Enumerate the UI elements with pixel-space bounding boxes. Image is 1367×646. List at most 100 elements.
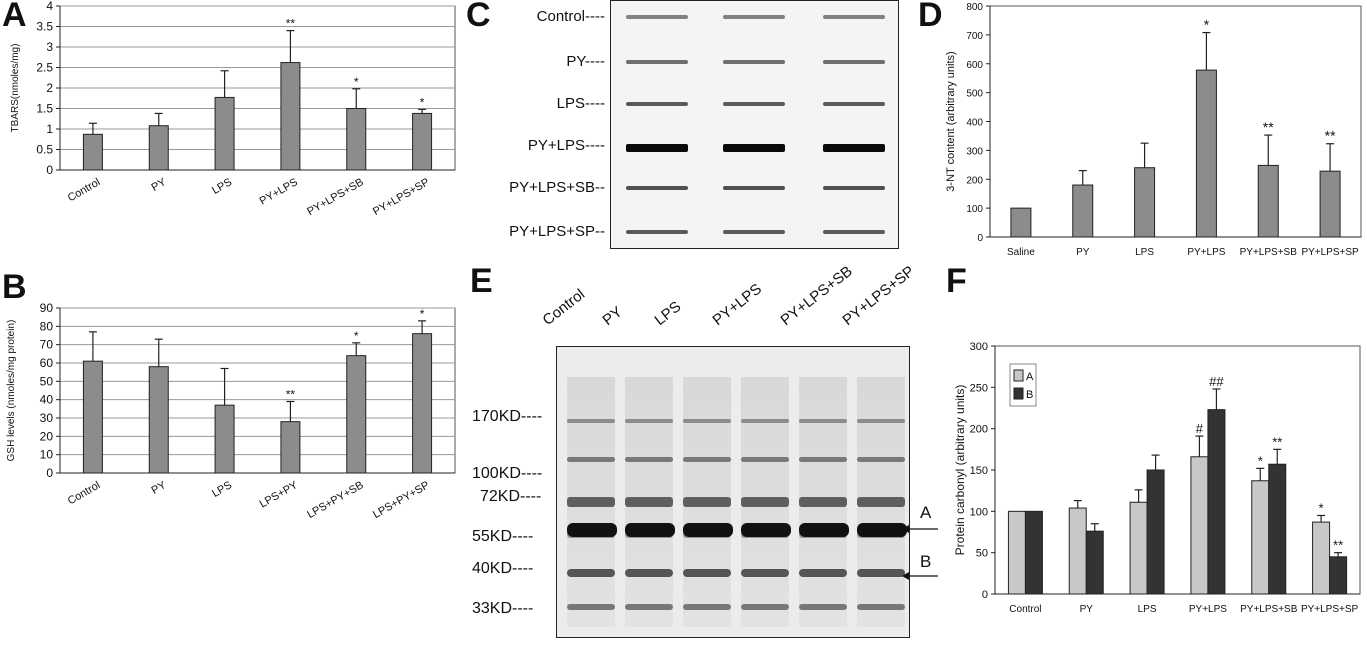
blot-e-lane-label: PY xyxy=(599,303,626,329)
x-tick-label: Saline xyxy=(1007,247,1035,258)
blot-e-band xyxy=(567,419,615,423)
legend-label: B xyxy=(1026,389,1033,401)
blot-e-membrane xyxy=(556,346,910,638)
blot-e: Control PY LPS PY+LPS PY+LPS+SB PY+LPS+SP 170… xyxy=(470,263,940,646)
blot-c-band xyxy=(823,102,885,106)
panel-letter-a: A xyxy=(2,0,27,34)
bar xyxy=(1068,507,1087,595)
blot-e-band xyxy=(857,419,905,423)
x-tick-label: LPS xyxy=(1135,247,1154,258)
y-tick-label: 0 xyxy=(977,233,983,244)
blot-c-row-label: Control---- xyxy=(536,8,605,25)
significance-label: # xyxy=(1196,421,1204,436)
blot-e-band xyxy=(683,419,731,423)
y-tick-label: 0 xyxy=(46,466,53,480)
bar xyxy=(82,133,103,171)
x-tick-label: PY+LPS xyxy=(1189,604,1227,615)
blot-c-row-label: PY+LPS+SB-- xyxy=(509,179,605,196)
blot-e-band-a xyxy=(683,523,733,537)
x-tick-label: PY+LPS xyxy=(258,176,300,207)
bar xyxy=(148,125,169,171)
blot-c-band xyxy=(723,60,785,64)
blot-c-band xyxy=(626,102,688,106)
significance-label: ## xyxy=(1209,374,1224,389)
bar xyxy=(1207,409,1226,595)
panel-letter-e: E xyxy=(470,262,493,300)
y-axis-label: TBARS(nmoles/mg) xyxy=(10,44,21,133)
x-tick-label: PY xyxy=(150,176,169,194)
panel-letter-f: F xyxy=(946,262,967,300)
blot-c-band xyxy=(723,186,785,190)
bar xyxy=(1190,456,1209,595)
x-tick-label: PY+LPS+SB xyxy=(1240,247,1298,258)
blot-c-band xyxy=(823,15,885,19)
bar xyxy=(1257,164,1279,238)
legend-swatch xyxy=(1013,369,1024,382)
blot-e-band-b xyxy=(683,569,731,577)
y-axis-label: GSH levels (nmoles/mg protein) xyxy=(6,320,17,462)
y-tick-label: 30 xyxy=(40,411,54,425)
blot-e-lane-label: LPS xyxy=(651,298,685,329)
bar xyxy=(1024,510,1043,595)
blot-e-band xyxy=(683,497,731,507)
significance-label: ** xyxy=(1272,434,1282,449)
bar xyxy=(1072,184,1094,238)
blot-e-marker-label: 170KD---- xyxy=(472,408,543,425)
blot-e-band xyxy=(799,604,847,610)
blot-c-band xyxy=(626,60,688,64)
significance-label: * xyxy=(354,329,359,343)
bar xyxy=(214,404,235,474)
significance-label: * xyxy=(354,75,359,89)
x-tick-label: Control xyxy=(1009,604,1041,615)
legend-swatch xyxy=(1013,387,1024,400)
y-tick-label: 700 xyxy=(966,31,983,42)
blot-e-band xyxy=(741,419,789,423)
blot-e-band xyxy=(567,604,615,610)
y-tick-label: 0 xyxy=(46,163,53,177)
x-tick-label: PY+LPS+SP xyxy=(1301,247,1359,258)
blot-c-band xyxy=(626,186,688,190)
blot-c-row-label: LPS---- xyxy=(556,95,605,112)
blot-e-band-b xyxy=(741,569,789,577)
y-tick-label: 800 xyxy=(966,2,983,13)
blot-c-band xyxy=(723,15,785,19)
blot-c-row-label: PY+LPS+SP-- xyxy=(509,223,605,240)
y-tick-label: 10 xyxy=(40,448,54,462)
blot-e-band xyxy=(741,497,789,507)
significance-label: ** xyxy=(286,388,296,402)
y-tick-label: 50 xyxy=(976,548,988,560)
bar xyxy=(1312,521,1331,595)
blot-c-band xyxy=(823,186,885,190)
y-tick-label: 80 xyxy=(40,319,54,333)
blot-e-band-a xyxy=(741,523,791,537)
significance-label: ** xyxy=(1263,119,1274,135)
y-tick-label: 1 xyxy=(46,122,53,136)
bar xyxy=(148,366,169,474)
blot-e-band xyxy=(857,457,905,462)
blot-e-band xyxy=(567,457,615,462)
bar xyxy=(346,355,367,474)
blot-e-band-a xyxy=(857,523,907,537)
y-tick-label: 1.5 xyxy=(36,102,53,116)
panel-letter-d: D xyxy=(918,0,943,34)
y-tick-label: 4 xyxy=(46,0,53,13)
y-tick-label: 40 xyxy=(40,393,54,407)
x-tick-label: LPS xyxy=(1138,604,1157,615)
blot-c-band xyxy=(823,144,885,152)
blot-c-band xyxy=(626,15,688,19)
y-tick-label: 100 xyxy=(966,204,983,215)
y-tick-label: 150 xyxy=(970,465,988,477)
x-tick-label: PY+LPS+SP xyxy=(371,176,432,218)
x-tick-label: Control xyxy=(66,479,103,507)
blot-e-band xyxy=(799,419,847,423)
y-tick-label: 200 xyxy=(966,175,983,186)
x-tick-label: PY+LPS+SB xyxy=(1240,604,1298,615)
significance-label: ** xyxy=(1333,538,1343,553)
blot-e-lane-label: PY+LPS xyxy=(709,280,766,329)
y-tick-label: 0.5 xyxy=(36,143,53,157)
y-tick-label: 90 xyxy=(40,301,54,315)
blot-e-marker-label: 33KD---- xyxy=(472,600,534,617)
blot-e-band xyxy=(799,497,847,507)
bar xyxy=(214,96,235,171)
bar xyxy=(280,62,301,171)
